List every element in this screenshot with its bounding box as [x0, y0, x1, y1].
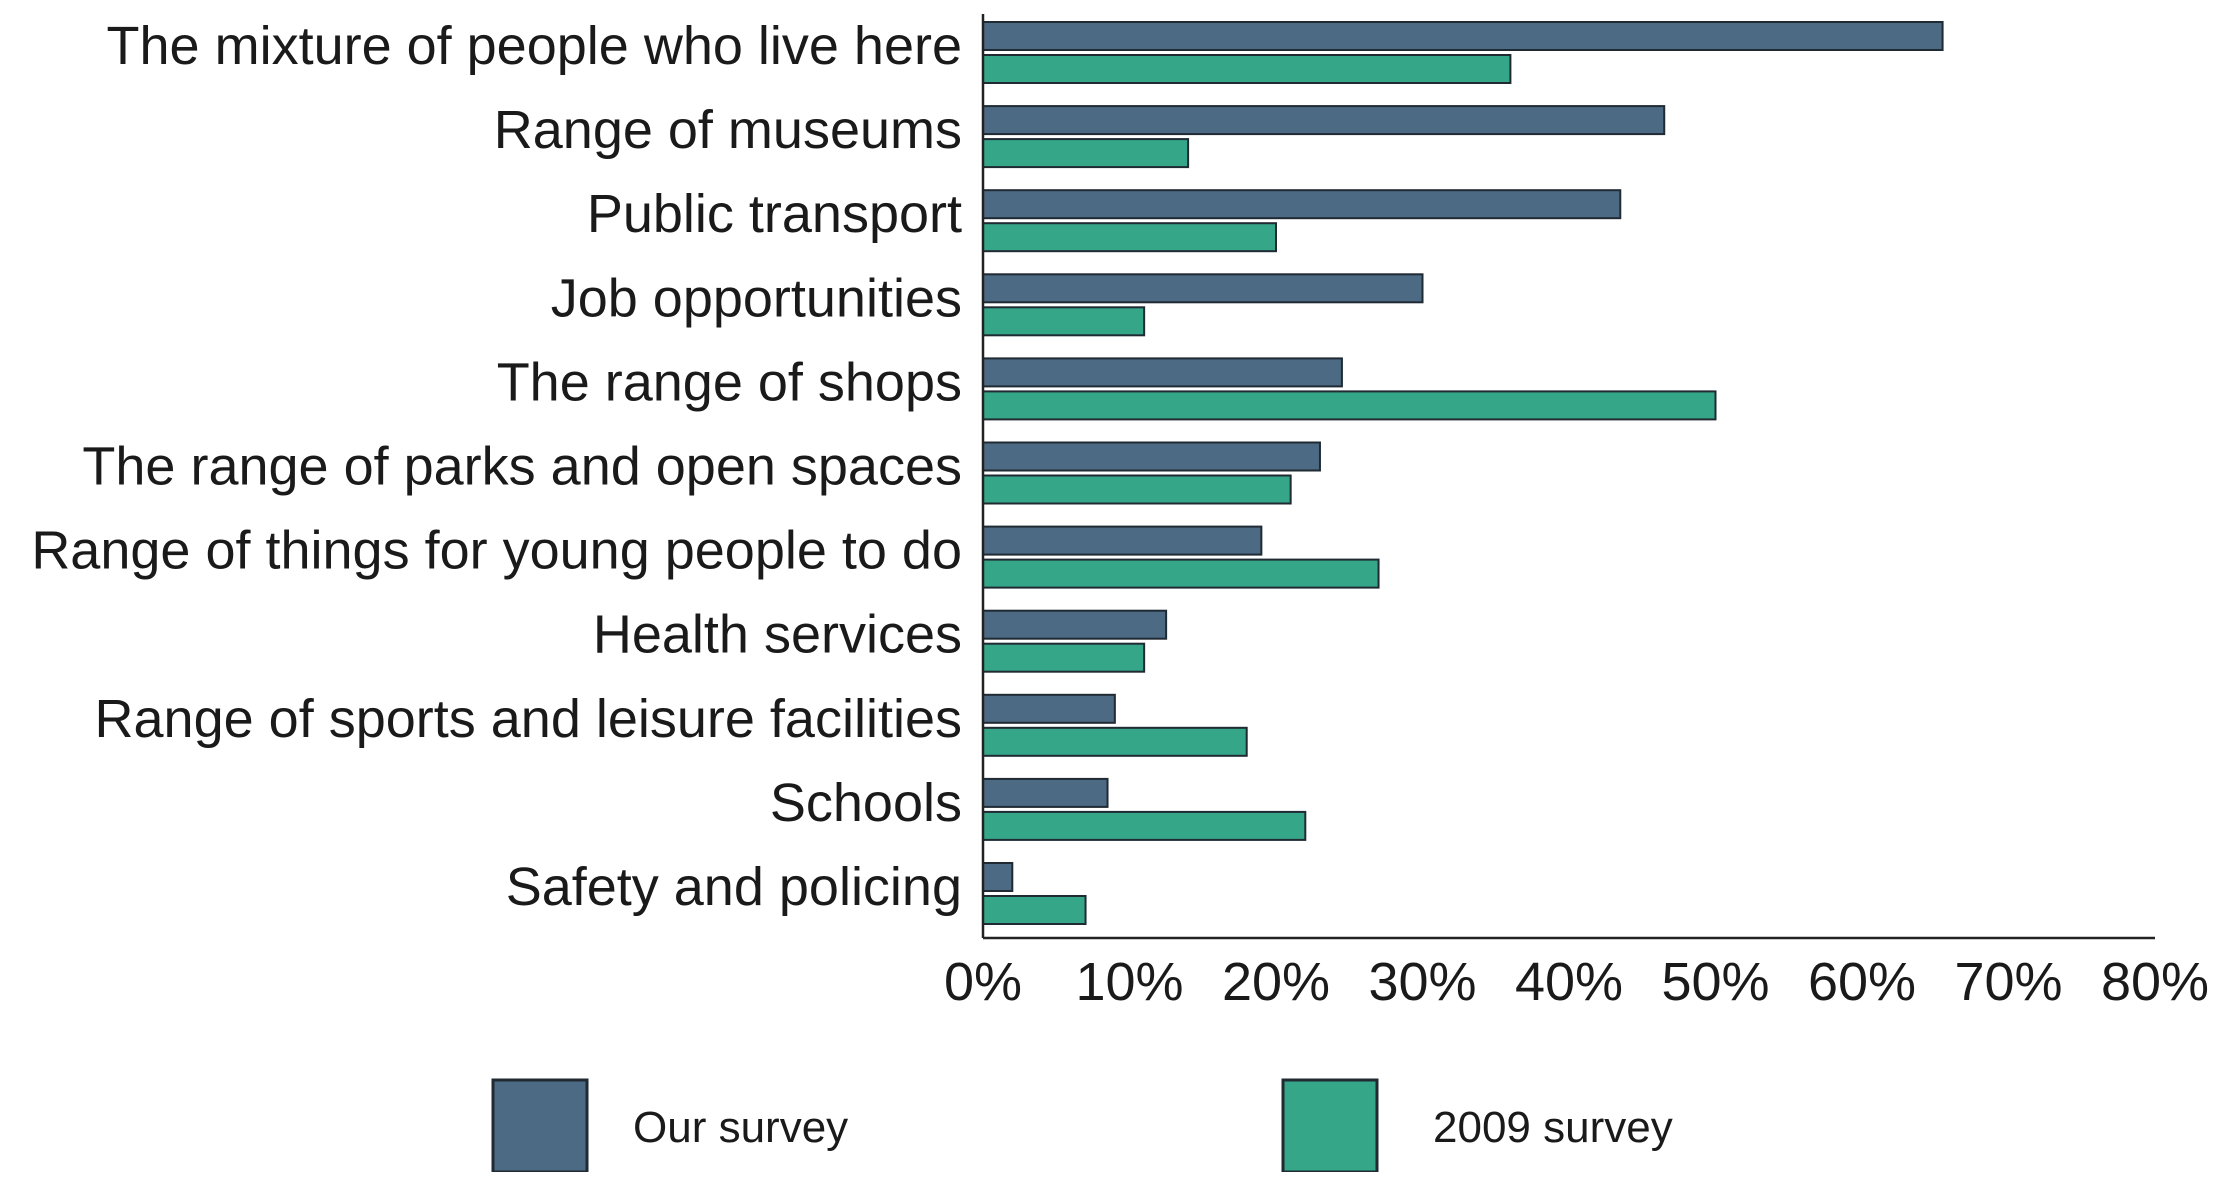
bar-2009-survey-1: [982, 138, 1190, 169]
category-label: Safety and policing: [506, 857, 962, 917]
legend-label-our-survey: Our survey: [633, 1103, 848, 1152]
bar-our-survey-8: [982, 693, 1116, 724]
bar-2009-survey-0: [982, 54, 1512, 84]
category-label: Range of sports and leisure facilities: [95, 689, 962, 749]
category-label: The range of parks and open spaces: [82, 437, 962, 497]
bar-2009-survey-7: [982, 642, 1146, 673]
bar-2009-survey-2: [982, 222, 1277, 253]
bar-our-survey-7: [982, 609, 1168, 640]
x-tick-label: 60%: [1808, 952, 1916, 1012]
bar-2009-survey-5: [982, 474, 1292, 505]
category-label: Schools: [770, 773, 962, 833]
category-label: Public transport: [587, 184, 962, 244]
legend-label-2009-survey: 2009 survey: [1433, 1103, 1673, 1152]
x-tick-label: 50%: [1661, 952, 1769, 1012]
bar-2009-survey-8: [982, 726, 1248, 757]
x-tick-label: 10%: [1075, 952, 1183, 1012]
legend-swatch-our-survey: [491, 1078, 589, 1174]
bar-2009-survey-10: [982, 895, 1087, 925]
bar-our-survey-4: [982, 357, 1343, 388]
x-tick-label: 20%: [1222, 952, 1330, 1012]
bar-our-survey-3: [982, 273, 1424, 304]
category-label: The mixture of people who live here: [107, 16, 962, 76]
legend: Our survey 2009 survey: [491, 1078, 1673, 1174]
x-tick-label: 30%: [1368, 952, 1476, 1012]
bar-our-survey-2: [982, 189, 1622, 220]
category-label: Range of museums: [494, 100, 962, 160]
category-label: The range of shops: [497, 352, 962, 412]
x-tick-label: 40%: [1515, 952, 1623, 1012]
category-labels: The mixture of people who live here Range…: [31, 16, 962, 917]
category-label: Health services: [593, 605, 962, 665]
bar-our-survey-5: [982, 441, 1321, 472]
bar-2009-survey-6: [982, 558, 1380, 589]
bars-layer: [982, 21, 1944, 925]
bar-2009-survey-3: [982, 306, 1146, 337]
axes: 0% 10% 20% 30% 40% 50% 60% 70% 80%: [944, 14, 2209, 1012]
bar-our-survey-1: [982, 105, 1666, 136]
x-tick-label: 80%: [2101, 952, 2209, 1012]
x-tick-label: 70%: [1954, 952, 2062, 1012]
category-label: Range of things for young people to do: [31, 521, 962, 581]
x-tick-label: 0%: [944, 952, 1022, 1012]
bar-2009-survey-9: [982, 810, 1307, 841]
bar-our-survey-9: [982, 777, 1109, 808]
legend-swatch-2009-survey: [1281, 1078, 1379, 1174]
category-label: Job opportunities: [551, 268, 962, 328]
bar-2009-survey-4: [982, 390, 1717, 421]
bar-our-survey-10: [982, 862, 1014, 892]
bar-our-survey-0: [982, 21, 1944, 51]
bar-our-survey-6: [982, 525, 1263, 556]
